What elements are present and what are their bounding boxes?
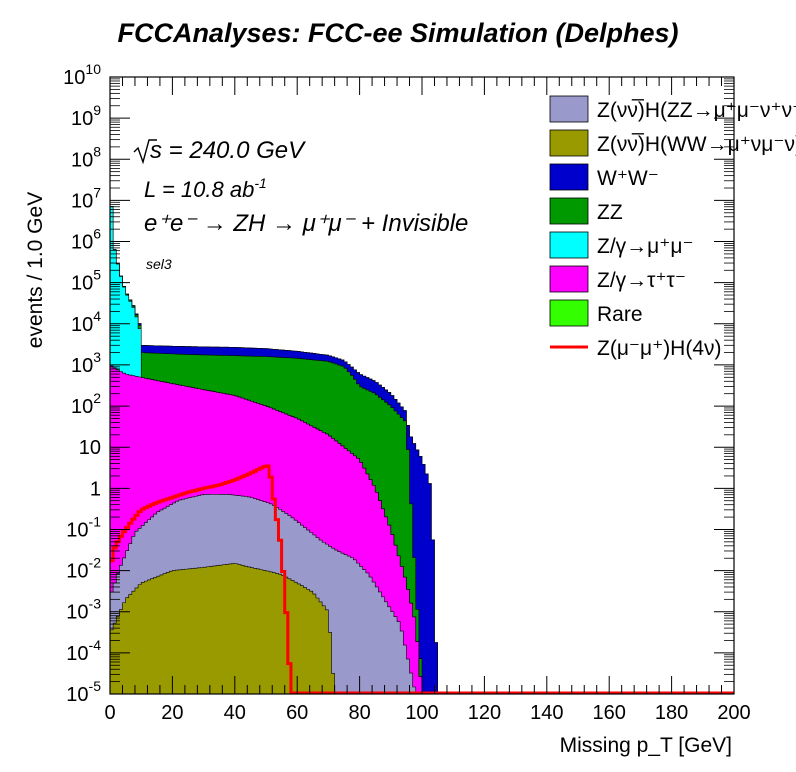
y-tick-label: 104 (71, 308, 101, 336)
luminosity-label: L = 10.8 ab-1 (144, 175, 267, 202)
y-tick-label: 1 (90, 478, 101, 500)
x-tick-label: 80 (348, 702, 370, 724)
y-tick-label: 10-5 (66, 678, 101, 706)
legend-swatch-ZZ (549, 197, 589, 225)
sqrt-symbol (133, 139, 157, 165)
legend-swatch-zvvH_ZZ (549, 95, 589, 123)
x-tick-label: 180 (655, 702, 688, 724)
y-tick-label: 10-4 (66, 637, 101, 665)
legend-label-Rare: Rare (597, 303, 643, 326)
y-axis: 101010910810710610510410310210110-110-21… (63, 61, 734, 706)
y-tick-label: 105 (71, 267, 101, 295)
legend-label-zvvH_ZZ: Z(νν̅)H(ZZ→μ⁺μ⁻ν⁺ν⁻) (597, 99, 796, 122)
lumi-text: L = 10.8 ab (144, 177, 254, 202)
y-tick-label: 107 (71, 184, 101, 212)
y-tick-label: 10-1 (66, 513, 101, 541)
process-label: e⁺e⁻ → ZH → μ⁺μ⁻ + Invisible (144, 210, 468, 237)
legend-label-ztautau: Z/γ→τ⁺τ⁻ (597, 269, 686, 292)
x-axis: 0 20 40 60 80 100 120 140 160 180 200 (104, 77, 751, 724)
y-axis-title: events / 1.0 GeV (24, 192, 47, 348)
annotation-sqrt-s: s = 240.0 GeV (133, 137, 306, 165)
legend-label-zmumu: Z/γ→μ⁺μ⁻ (597, 235, 694, 258)
legend-swatch-zvvH_WW (549, 129, 589, 157)
y-tick-label: 109 (71, 102, 101, 130)
stacked-histograms (109, 206, 734, 695)
y-tick-label: 108 (71, 143, 101, 171)
x-tick-label: 120 (468, 702, 501, 724)
legend-swatch-ztautau (549, 265, 589, 293)
y-tick-label: 1010 (63, 61, 101, 89)
legend-label-signal: Z(μ⁻μ⁺)H(4ν) (597, 337, 722, 360)
y-tick-label: 102 (71, 390, 101, 418)
x-axis-title: Missing p_T [GeV] (560, 734, 732, 757)
legend-label-WW: W⁺W⁻ (597, 167, 659, 190)
sqrt-s-label: s = 240.0 GeV (150, 137, 306, 164)
x-tick-label: 100 (405, 702, 438, 724)
signal-line (110, 464, 734, 695)
chart-title: FCCAnalyses: FCC-ee Simulation (Delphes) (117, 18, 679, 48)
x-tick-label: 60 (286, 702, 308, 724)
x-tick-label: 160 (593, 702, 626, 724)
signal-line-layer (110, 464, 734, 695)
y-tick-label: 103 (71, 349, 101, 377)
legend-swatch-Rare (549, 299, 589, 327)
legend-swatch-WW (549, 163, 589, 191)
selection-label: sel3 (146, 256, 172, 272)
legend-label-zvvH_WW: Z(νν̅)H(WW→μ⁺νμ⁻ν) (597, 133, 796, 156)
y-tick-label: 10-3 (66, 596, 101, 624)
legend-label-ZZ: ZZ (597, 201, 623, 224)
lumi-exponent: -1 (254, 175, 266, 191)
y-tick-label: 106 (71, 226, 101, 254)
x-tick-label: 200 (717, 702, 750, 724)
y-tick-label: 10 (79, 437, 101, 459)
x-tick-label: 40 (224, 702, 246, 724)
legend: Z(νν̅)H(ZZ→μ⁺μ⁻ν⁺ν⁻) Z(νν̅)H(WW→μ⁺νμ⁻ν) W⁺… (549, 95, 796, 360)
x-tick-label: 20 (161, 702, 183, 724)
y-tick-label: 10-2 (66, 555, 101, 583)
x-tick-label: 140 (530, 702, 563, 724)
legend-swatch-zmumu (549, 231, 589, 259)
x-tick-label: 0 (104, 702, 115, 724)
